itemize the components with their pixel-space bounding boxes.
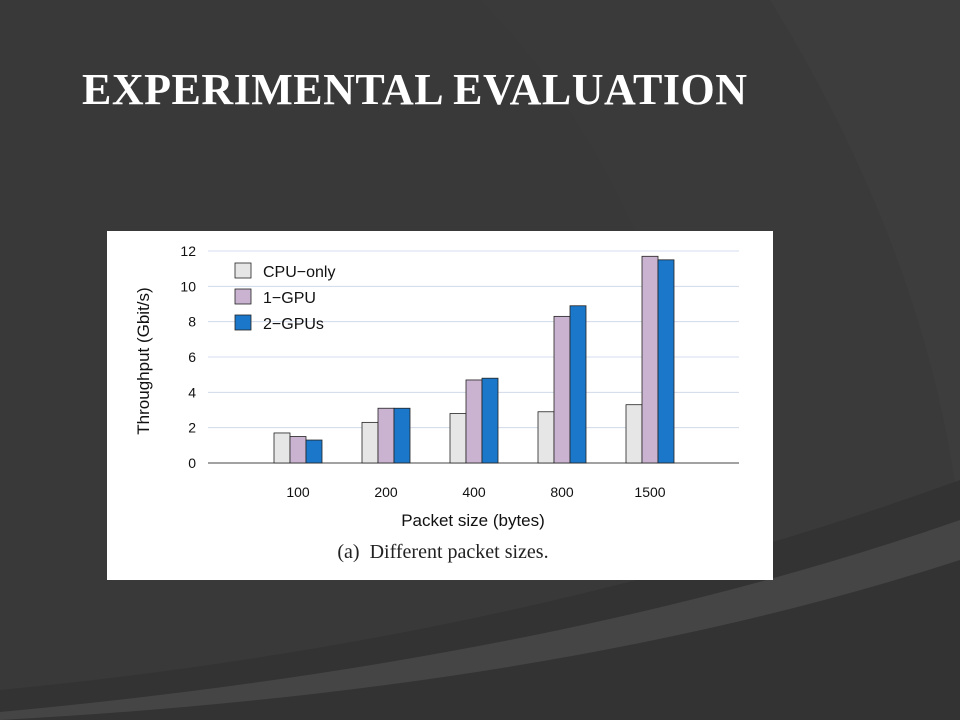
bar [393,407,411,464]
x-tick-label: 400 [462,484,486,500]
legend-swatch [234,314,252,331]
legend-label: 1−GPU [263,290,316,307]
y-axis: 0 2 4 6 8 10 12 [180,243,196,471]
bar [361,421,379,464]
legend-label: CPU−only [263,264,335,281]
legend: CPU−only 1−GPU 2−GPUs [234,262,335,333]
bar [305,439,323,464]
x-axis-label: Packet size (bytes) [401,511,545,530]
y-tick-label: 8 [188,314,196,330]
bar [465,379,483,464]
figure-caption: (a) Different packet sizes. [337,541,548,563]
legend-label: 2−GPUs [263,316,324,333]
y-tick-label: 10 [180,278,196,294]
x-tick-label: 800 [550,484,574,500]
bar [481,377,499,464]
bar [289,436,307,464]
bar [569,305,587,464]
x-axis: 100 200 400 800 1500 [286,484,665,500]
bar-group [273,255,675,464]
bar [537,411,555,464]
chart-figure: 0 2 4 6 8 10 12 100 200 400 800 1500 CPU−only 1−GPU… [107,231,773,580]
y-axis-label: Throughput (Gbit/s) [134,287,153,434]
bar [449,413,467,464]
legend-swatch [234,288,252,305]
background-wave-bottom [0,480,960,720]
bar [657,259,675,464]
x-tick-label: 200 [374,484,398,500]
y-tick-label: 12 [180,243,196,259]
x-tick-label: 1500 [634,484,665,500]
bar [553,315,571,464]
y-tick-label: 6 [188,349,196,365]
x-tick-label: 100 [286,484,310,500]
bar [377,407,395,464]
slide-title: EXPERIMENTAL EVALUATION [82,65,748,114]
bar [273,432,291,464]
y-tick-label: 0 [188,455,196,471]
bar [625,404,643,464]
y-tick-label: 4 [188,384,196,400]
bar-chart: 0 2 4 6 8 10 12 100 200 400 800 1500 CPU−only 1−GPU… [134,243,739,563]
y-tick-label: 2 [188,420,196,436]
legend-swatch [234,262,252,279]
bar [641,255,659,464]
